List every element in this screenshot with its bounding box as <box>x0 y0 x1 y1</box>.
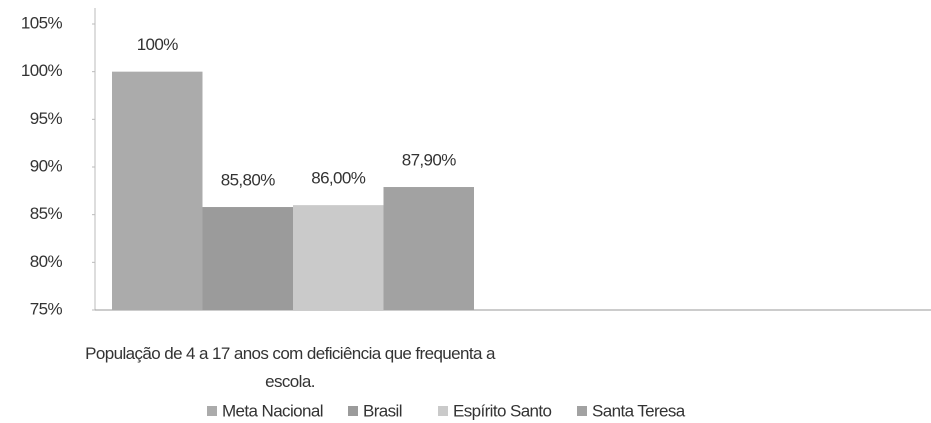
legend-swatch <box>438 406 448 416</box>
legend-swatch <box>577 406 587 416</box>
bar <box>112 71 203 311</box>
y-tick-label: 75% <box>30 299 63 318</box>
legend-swatch <box>348 406 358 416</box>
y-tick-label: 85% <box>30 204 63 223</box>
legend-label: Espírito Santo <box>453 401 552 420</box>
legend-label: Santa Teresa <box>592 401 686 420</box>
bar <box>293 205 384 310</box>
legend-label: Brasil <box>363 401 402 420</box>
data-label: 85,80% <box>221 171 276 190</box>
data-label: 87,90% <box>402 151 457 170</box>
bar <box>383 187 474 310</box>
data-label: 100% <box>137 35 179 54</box>
y-tick-label: 100% <box>21 61 63 80</box>
y-tick-label: 80% <box>30 252 63 271</box>
x-category-label: População de 4 a 17 anos com deficiência… <box>85 344 495 391</box>
bar <box>202 207 293 310</box>
y-tick-label: 95% <box>30 109 63 128</box>
legend-label: Meta Nacional <box>222 401 323 420</box>
y-tick-label: 105% <box>21 13 63 32</box>
data-label: 86,00% <box>311 169 366 188</box>
legend-swatch <box>207 406 217 416</box>
y-tick-label: 90% <box>30 156 63 175</box>
